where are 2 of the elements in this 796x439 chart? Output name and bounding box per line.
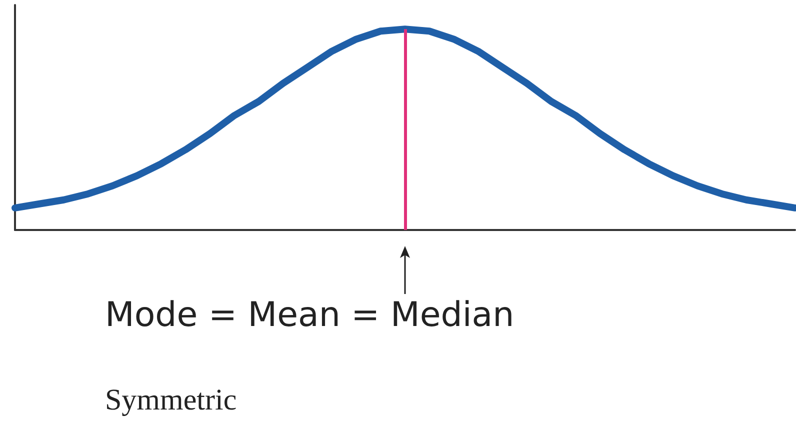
text: Symmetric (105, 384, 237, 416)
text: Mode = Mean = Median (105, 295, 514, 335)
